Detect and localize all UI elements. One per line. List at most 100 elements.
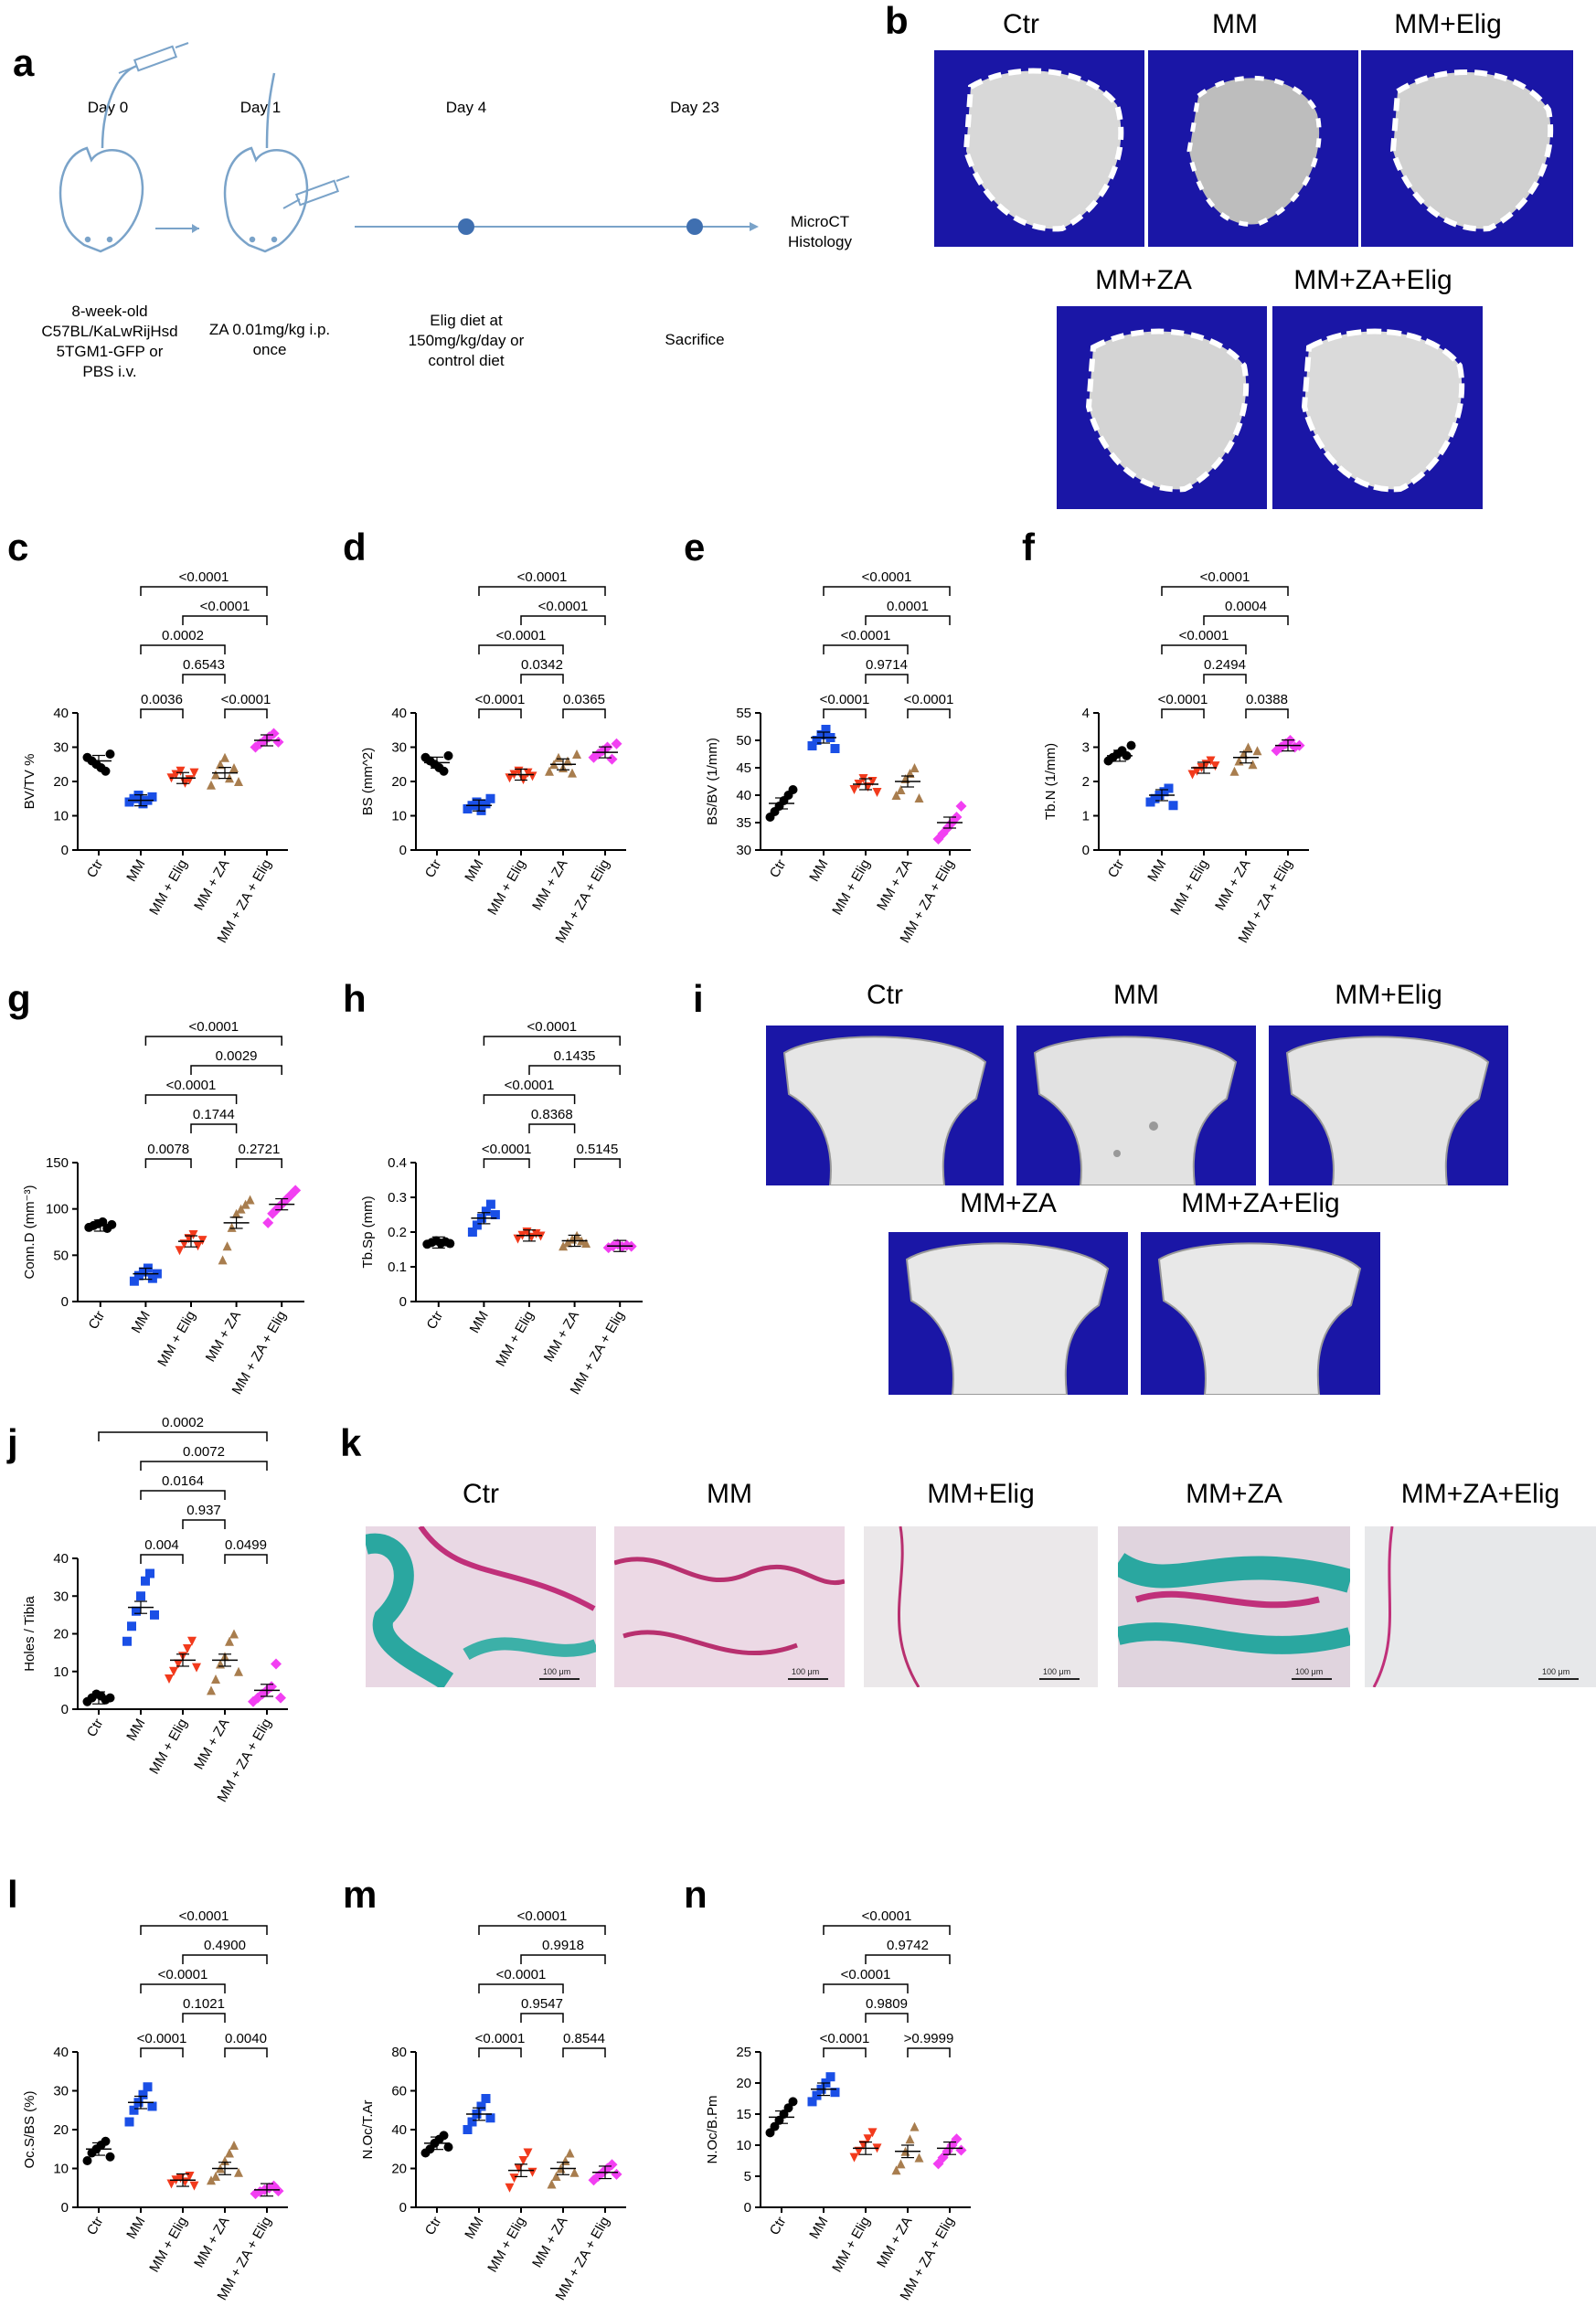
y-tick-label: 50 [53,1248,69,1263]
x-tick-label: MM [1144,857,1169,885]
significance-bracket: <0.0001 [1161,569,1289,596]
data-point [581,1238,591,1249]
scale-label: 100 μm [1043,1667,1071,1676]
image-title: MM [1113,980,1159,1010]
p-value-label: <0.0001 [538,599,589,614]
x-tick-label: MM + Elig [484,857,528,919]
y-axis-label: N.Oc/B.Pm [705,2095,720,2163]
x-tick-label: MM + Elig [154,1309,198,1370]
data-point [220,2156,229,2165]
timeline-graphic [59,42,759,253]
mouse-icon [223,72,309,253]
significance-bracket: <0.0001 [140,1967,226,1993]
image-title: MM+Elig [927,1479,1035,1509]
data-point [220,752,229,762]
data-point [234,777,243,786]
image-title: MM+ZA [1095,265,1192,295]
significance-bracket: 0.0002 [98,1415,268,1441]
p-value-label: <0.0001 [841,628,891,643]
significance-bracket: 0.9714 [865,657,909,684]
data-point [849,2152,859,2163]
significance-bracket: 0.0164 [140,1473,226,1500]
panel-label-j: j [7,1421,18,1464]
data-point [854,2146,864,2156]
data-point [531,1228,541,1238]
p-value-label: 0.4900 [204,1938,246,1953]
x-tick-label: MM [462,857,486,885]
data-point [481,1206,491,1217]
significance-bracket: <0.0001 [520,599,606,625]
y-tick-label: 25 [736,2045,751,2060]
data-point [229,2141,239,2150]
data-point [490,1210,500,1219]
significance-bracket: <0.0001 [182,599,268,625]
p-value-label: 0.0001 [887,599,929,614]
p-value-label: 0.9918 [542,1938,584,1953]
p-value-label: 0.9547 [521,1996,563,2012]
p-value-label: 0.1435 [554,1048,596,1064]
data-point [138,2089,148,2099]
data-point [514,2163,524,2174]
data-point [485,1199,495,1209]
p-value-label: <0.0001 [475,2031,526,2046]
data-point [867,2128,878,2138]
data-point [147,2101,157,2111]
data-point [229,1629,239,1639]
data-point [107,1219,117,1229]
data-point [863,2134,873,2144]
data-point [187,1636,197,1646]
p-value-label: 0.8544 [563,2031,605,2046]
significance-bracket: <0.0001 [1158,692,1208,718]
scale-label: 100 μm [792,1667,820,1676]
data-point [523,2148,533,2158]
data-point [905,2134,915,2144]
p-value-label: 0.0036 [141,692,183,707]
data-point [896,2159,906,2169]
y-tick-label: 3 [1082,740,1090,756]
data-point [129,1276,139,1286]
data-point [271,1658,282,1670]
x-tick-label: MM [467,1309,492,1336]
x-tick-label: MM [806,857,831,885]
data-point [485,793,495,803]
x-tick-label: Ctr [424,1309,447,1333]
data-point [272,2185,284,2197]
x-tick-label: MM + ZA [203,1309,244,1366]
data-point [816,730,826,739]
data-point [523,768,533,778]
p-value-label: 0.0002 [162,628,204,643]
significance-bracket: <0.0001 [478,628,564,654]
panel-label-f: f [1022,526,1035,569]
significance-bracket: <0.0001 [823,569,951,596]
image-title: Ctr [1003,9,1039,39]
data-point [1252,746,1262,756]
significance-bracket: <0.0001 [475,692,525,718]
data-point [234,1666,243,1676]
data-point [565,2148,575,2158]
data-point [443,750,453,760]
data-point [211,2172,220,2181]
histology-image: 100 μm [366,1526,596,1687]
significance-bracket: 0.0072 [140,1444,268,1471]
scale-bar [1538,1678,1579,1680]
data-point [82,2156,92,2165]
data-point [910,2121,920,2131]
data-point [788,2097,798,2107]
x-tick-label: Ctr [767,857,790,881]
y-tick-label: 10 [53,809,69,824]
p-value-label: 0.0078 [147,1142,189,1157]
y-tick-label: 30 [53,740,69,756]
x-tick-label: MM + Elig [146,2215,190,2276]
data-point [910,763,920,772]
y-tick-label: 20 [736,2076,751,2091]
significance-bracket: <0.0001 [137,2031,186,2057]
y-tick-label: 10 [53,2162,69,2177]
x-tick-label: MM [123,857,148,885]
data-point [509,2174,519,2184]
data-point [188,1230,198,1240]
data-point [211,770,220,780]
microct-image [1057,306,1267,509]
series-1 [122,1568,159,1646]
